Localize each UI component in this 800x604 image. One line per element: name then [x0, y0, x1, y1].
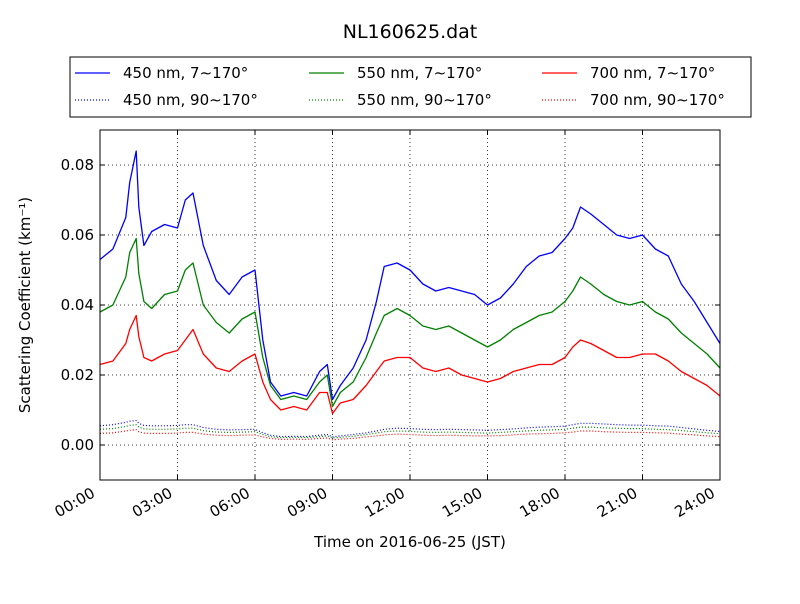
- y-tick-label: 0.04: [61, 296, 94, 314]
- y-tick-label: 0.06: [61, 226, 94, 244]
- x-axis-label: Time on 2016-06-25 (JST): [313, 533, 506, 551]
- legend: 450 nm, 7∼170° 550 nm, 7∼170° 700 nm, 7∼17…: [69, 56, 752, 118]
- y-tick-label: 0.00: [61, 436, 94, 454]
- series-line-5: [99, 424, 721, 439]
- legend-label-4: 450 nm, 90∼170°: [123, 91, 258, 109]
- series-line-6: [99, 429, 721, 441]
- series-line-3: [99, 314, 721, 415]
- series-line-1: [99, 150, 721, 401]
- legend-label-2: 550 nm, 7∼170°: [357, 64, 482, 82]
- chart-title: NL160625.dat: [343, 21, 478, 43]
- y-axis-label: Scattering Coefficient (km⁻¹): [16, 197, 34, 413]
- series-line-2: [99, 237, 721, 408]
- series-layer: [99, 150, 721, 441]
- y-tick-label: 0.08: [61, 156, 94, 174]
- legend-label-6: 700 nm, 90∼170°: [590, 91, 725, 109]
- legend-label-1: 450 nm, 7∼170°: [123, 64, 248, 82]
- legend-label-5: 550 nm, 90∼170°: [357, 91, 492, 109]
- legend-box: [69, 56, 752, 118]
- legend-label-3: 700 nm, 7∼170°: [590, 64, 715, 82]
- y-tick-label: 0.02: [61, 366, 94, 384]
